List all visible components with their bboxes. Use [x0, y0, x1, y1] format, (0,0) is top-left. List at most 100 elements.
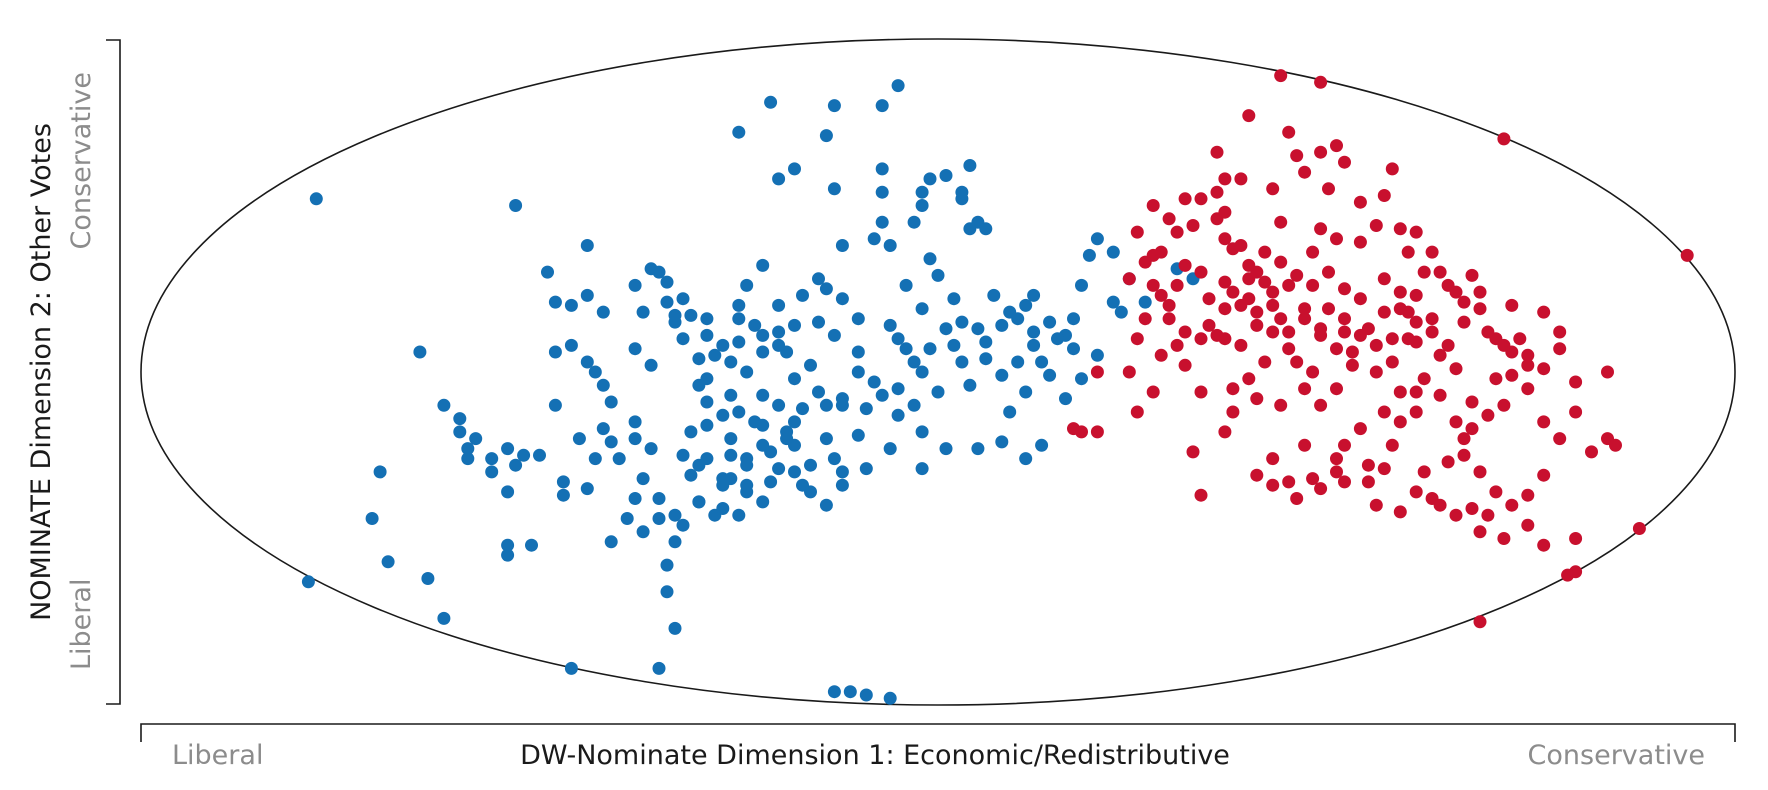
point-s1-106: [1481, 408, 1495, 422]
y-axis-low-label: Liberal: [66, 579, 97, 670]
point-s1-160: [1218, 332, 1232, 346]
point-s0-242: [1075, 372, 1088, 386]
point-s1-193: [1449, 285, 1463, 299]
point-s1-52: [1274, 398, 1288, 412]
chart-frame: [106, 38, 1736, 742]
point-s1-103: [1505, 368, 1519, 382]
x-axis-low-label: Liberal: [172, 740, 263, 771]
point-s1-202: [1290, 268, 1304, 282]
point-s1-29: [1226, 285, 1240, 299]
y-axis-title: NOMINATE Dimension 2: Other Votes: [26, 123, 57, 621]
point-s0-134: [835, 292, 849, 306]
data-points: [301, 69, 1694, 705]
point-s0-91: [628, 342, 642, 356]
point-s1-156: [1282, 278, 1296, 292]
point-s0-94: [596, 305, 610, 319]
point-s1-9: [1075, 425, 1088, 439]
point-s0-48: [684, 468, 698, 482]
point-s1-167: [1186, 445, 1200, 459]
point-s0-35: [604, 435, 618, 449]
point-s1-218: [1234, 298, 1248, 312]
point-s1-180: [1497, 532, 1511, 545]
point-s0-218: [676, 448, 690, 462]
point-s1-53: [1250, 392, 1264, 406]
point-s1-198: [1353, 328, 1367, 342]
point-s1-182: [1537, 538, 1551, 552]
point-s1-99: [1473, 302, 1487, 316]
point-s0-180: [891, 79, 905, 93]
x-axis-high-label: Conservative: [1528, 740, 1705, 771]
point-s0-117: [756, 328, 770, 342]
point-s0-211: [676, 518, 690, 532]
point-s1-145: [1377, 405, 1391, 419]
point-s0-47: [652, 661, 666, 675]
x-axis-title: DW-Nominate Dimension 1: Economic/Redist…: [520, 740, 1230, 771]
point-s0-8: [437, 398, 451, 412]
point-s1-45: [1274, 312, 1288, 326]
point-s1-28: [1202, 292, 1216, 306]
point-s1-78: [1314, 222, 1328, 236]
point-s0-34: [588, 452, 602, 466]
point-s0-172: [827, 182, 841, 196]
point-s1-56: [1266, 452, 1280, 466]
point-s1-95: [1425, 245, 1439, 259]
point-s0-226: [835, 478, 849, 492]
point-s1-66: [1433, 348, 1447, 362]
point-s0-250: [756, 418, 770, 432]
point-s1-104: [1521, 382, 1535, 396]
point-s1-152: [1345, 358, 1359, 372]
point-s0-83: [756, 345, 770, 359]
point-s1-35: [1178, 192, 1192, 206]
point-s1-108: [1457, 432, 1471, 446]
point-s1-22: [1162, 312, 1176, 326]
point-s1-149: [1298, 438, 1312, 452]
point-s0-129: [939, 322, 953, 336]
point-s0-73: [819, 432, 833, 446]
point-s1-119: [1537, 415, 1551, 429]
point-s1-75: [1338, 282, 1351, 296]
point-s1-37: [1234, 172, 1248, 186]
point-s0-241: [1059, 392, 1072, 406]
point-s0-230: [907, 398, 921, 412]
point-s1-13: [1130, 332, 1144, 346]
point-s1-32: [1218, 232, 1232, 246]
point-s0-15: [461, 442, 475, 456]
point-s0-14: [509, 458, 523, 472]
point-s0-125: [851, 365, 865, 379]
point-s1-157: [1266, 298, 1280, 312]
point-s1-188: [1465, 395, 1479, 409]
point-s1-125: [1553, 342, 1567, 356]
point-s1-212: [1146, 278, 1160, 292]
point-s0-51: [716, 502, 730, 515]
point-s1-39: [1266, 182, 1280, 196]
point-s0-240: [1043, 368, 1057, 382]
point-s1-164: [1154, 348, 1168, 362]
point-s0-108: [684, 308, 698, 322]
point-s1-14: [1138, 312, 1152, 326]
point-s1-217: [1218, 275, 1232, 289]
point-s0-225: [819, 498, 833, 512]
point-s1-205: [1242, 258, 1256, 272]
point-s0-32: [604, 395, 618, 409]
point-s1-158: [1250, 318, 1264, 332]
point-s1-79: [1330, 232, 1343, 246]
point-s1-15: [1122, 272, 1136, 286]
point-s0-167: [915, 199, 929, 212]
point-s1-151: [1330, 382, 1343, 396]
point-s0-175: [732, 125, 746, 139]
point-s1-200: [1322, 302, 1335, 316]
point-s0-177: [819, 129, 833, 143]
point-s1-226: [1409, 288, 1423, 302]
point-s0-126: [891, 332, 905, 346]
point-s1-87: [1314, 145, 1328, 159]
point-s1-109: [1441, 455, 1455, 469]
point-s1-90: [1330, 139, 1343, 153]
point-s1-41: [1258, 245, 1272, 259]
point-s0-151: [1019, 298, 1033, 312]
point-s1-71: [1338, 325, 1351, 339]
point-s1-168: [1194, 488, 1208, 502]
point-s0-228: [883, 442, 897, 456]
point-s0-54: [700, 395, 714, 409]
point-s0-204: [819, 398, 833, 412]
